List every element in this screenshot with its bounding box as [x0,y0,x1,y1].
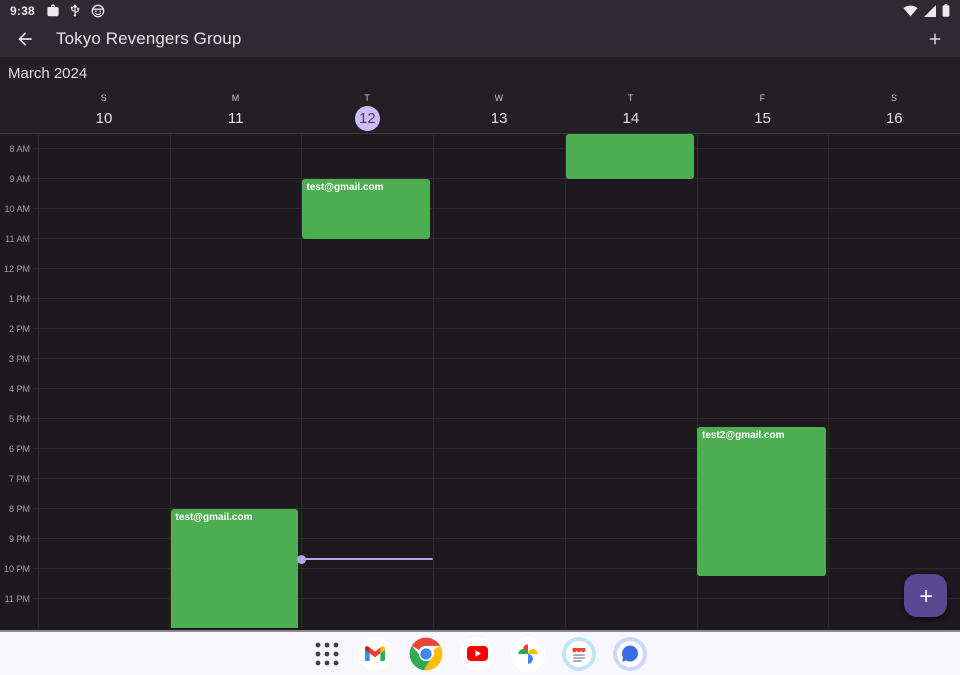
app-bar: Tokyo Revengers Group [0,21,960,57]
chrome-icon[interactable] [409,637,443,671]
hour-line [33,568,960,569]
gmail-icon[interactable] [358,636,392,671]
hour-line [33,598,960,599]
event-title: test@gmail.com [175,512,253,523]
now-indicator-dot [297,554,306,564]
hour-label: 9 AM [9,173,30,184]
day-header-wed-13[interactable]: W 13 [490,93,508,127]
calendar-header: March 2024 S 10 M 11 T 12 W 13 T 14 F 15… [0,57,960,133]
column-separator [301,134,302,628]
hour-label: 5 PM [8,413,30,424]
selected-day-badge: 12 [354,106,380,131]
youtube-icon[interactable] [460,636,494,671]
hour-line [33,178,960,179]
hour-line [33,208,960,209]
hour-label: 9 PM [8,533,30,544]
add-button[interactable] [922,26,948,52]
wifi-icon [903,5,918,17]
cell-signal-icon [923,4,937,17]
hour-label: 10 AM [4,203,30,214]
plus-icon [919,589,932,602]
grid-top-divider [0,133,960,134]
menu-list-app-icon[interactable] [562,636,596,671]
event-thursday[interactable] [565,134,694,179]
day-header-fri-15[interactable]: F 15 [754,93,771,127]
week-grid[interactable]: 8 AM 9 AM 10 AM 11 AM 12 PM 1 PM 2 PM 3 … [0,133,960,628]
create-event-fab[interactable] [904,574,947,617]
event-title: test2@gmail.com [702,430,785,441]
column-separator [433,134,434,628]
event-tuesday[interactable]: test@gmail.com [301,179,430,239]
hour-label: 11 PM [4,593,30,604]
hour-line [33,148,960,149]
now-indicator-line [301,558,433,560]
day-header-sun-10[interactable]: S 10 [95,93,113,127]
column-separator [170,134,171,628]
battery-icon [942,4,950,17]
hour-line [33,508,960,509]
google-photos-icon[interactable] [511,636,545,671]
hour-line [33,448,960,449]
event-friday[interactable]: test2@gmail.com [697,427,826,576]
hour-label: 7 PM [8,473,30,484]
hour-label: 1 PM [8,293,30,304]
day-header-thu-14[interactable]: T 14 [622,93,640,127]
all-apps-grid-icon[interactable] [313,637,341,671]
hour-line [33,328,960,329]
hour-label: 3 PM [8,353,30,364]
hour-label: 11 AM [5,233,30,244]
day-header-sat-16[interactable]: S 16 [885,93,903,127]
column-separator [38,134,39,628]
hour-label: 4 PM [8,383,30,394]
hour-label: 8 PM [8,503,30,514]
hour-label: 8 AM [9,143,30,154]
taskbar [0,630,960,675]
face-icon [91,4,105,18]
hour-line [33,238,960,239]
work-profile-icon [47,4,59,17]
hour-line [33,418,960,419]
usb-icon [70,4,80,17]
hour-line [33,298,960,299]
hour-line [33,268,960,269]
hour-label: 10 PM [3,563,30,574]
page-title: Tokyo Revengers Group [56,29,242,48]
hour-label: 2 PM [8,323,30,334]
column-separator [565,134,566,628]
messages-icon[interactable] [613,636,647,671]
hour-line [33,358,960,359]
event-title: test@gmail.com [306,182,384,193]
back-button[interactable] [12,26,38,52]
column-separator [697,134,698,628]
day-header-mon-11[interactable]: M 11 [227,93,244,127]
hour-label: 12 PM [3,263,30,274]
status-bar: 9:38 [0,0,960,21]
hour-line [33,478,960,479]
month-label: March 2024 [8,65,88,82]
event-monday[interactable]: test@gmail.com [170,509,298,628]
hour-line [33,538,960,539]
clock: 9:38 [10,3,35,18]
hour-label: 6 PM [8,443,30,454]
column-separator [828,134,829,628]
day-header-tue-12-selected[interactable]: T 12 [301,93,433,133]
hour-line [33,388,960,389]
